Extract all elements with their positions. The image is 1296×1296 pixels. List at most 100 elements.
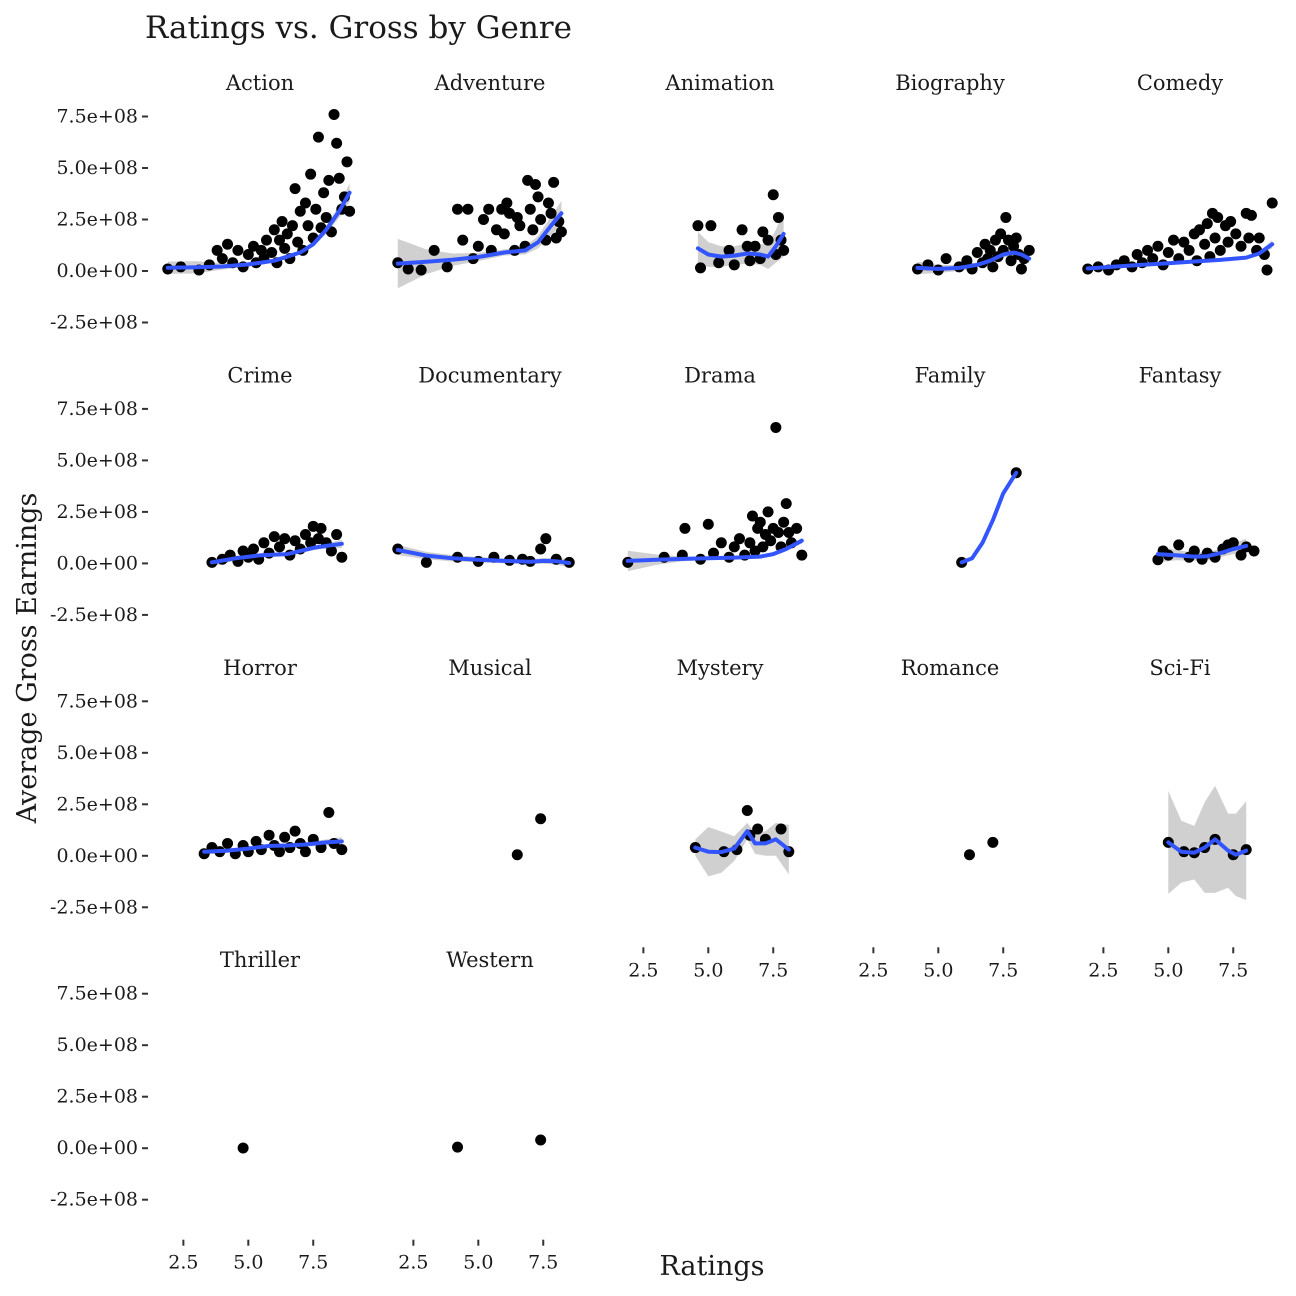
data-point bbox=[1253, 232, 1265, 244]
facet-label: Biography bbox=[895, 71, 1005, 95]
facet-label: Comedy bbox=[1137, 71, 1223, 95]
facet-crime: Crime -2.5e+08 0.0e+00 2.5e+08 5.0e+08 7.5e+0… bbox=[50, 363, 348, 626]
data-point bbox=[765, 535, 777, 547]
data-point bbox=[744, 255, 756, 267]
data-point bbox=[1168, 234, 1180, 246]
smooth-line bbox=[202, 839, 344, 854]
data-point bbox=[1230, 228, 1242, 240]
data-point bbox=[757, 226, 769, 238]
data-point bbox=[222, 837, 234, 849]
data-point bbox=[211, 244, 223, 256]
data-point bbox=[733, 533, 745, 545]
data-point bbox=[1193, 224, 1205, 236]
data-point bbox=[331, 529, 343, 541]
x-tick-label: 5.0 bbox=[923, 959, 953, 981]
data-point bbox=[995, 228, 1007, 240]
y-tick-label: 0.0e+00 bbox=[56, 845, 138, 867]
smooth-line bbox=[165, 190, 352, 270]
facet-label: Horror bbox=[223, 656, 298, 680]
data-point bbox=[791, 522, 803, 534]
facet-label: Sci-Fi bbox=[1149, 656, 1211, 680]
data-point bbox=[222, 238, 234, 250]
y-tick-label: 0.0e+00 bbox=[56, 260, 138, 282]
smooth-line bbox=[959, 470, 1019, 565]
data-point bbox=[279, 242, 291, 254]
data-point bbox=[535, 543, 547, 555]
facet-adventure: Adventure bbox=[392, 71, 567, 289]
data-point bbox=[770, 421, 782, 433]
facet-mystery: Mystery 2.5 5.0 7.5 bbox=[628, 656, 795, 981]
data-point bbox=[263, 829, 275, 841]
data-point bbox=[260, 234, 272, 246]
data-point bbox=[1243, 232, 1255, 244]
data-point bbox=[775, 823, 787, 835]
y-tick-label: 2.5e+08 bbox=[56, 209, 138, 231]
facet-fantasy: Fantasy bbox=[1139, 363, 1260, 566]
data-point bbox=[323, 807, 335, 819]
facet-sci-fi: Sci-Fi 2.5 5.0 7.5 bbox=[1088, 656, 1252, 981]
data-point bbox=[289, 183, 301, 195]
data-point bbox=[302, 220, 314, 232]
data-point bbox=[1152, 240, 1164, 252]
data-point bbox=[772, 527, 784, 538]
data-point bbox=[457, 234, 469, 246]
data-point bbox=[1118, 255, 1130, 267]
data-point bbox=[702, 518, 714, 530]
data-point bbox=[749, 240, 761, 252]
data-point bbox=[529, 178, 541, 190]
data-point bbox=[286, 220, 298, 232]
data-point bbox=[728, 541, 740, 553]
facet-label: Crime bbox=[227, 363, 292, 387]
facet-label: Animation bbox=[664, 71, 774, 95]
data-point bbox=[498, 228, 510, 240]
facet-action: Action -2.5e+08 0.0e+00 2.5e+08 5.0e+08 7.5e+… bbox=[50, 71, 356, 334]
data-point bbox=[713, 257, 725, 269]
facet-label: Western bbox=[446, 948, 534, 972]
data-point bbox=[1225, 216, 1237, 228]
smooth-line bbox=[1085, 242, 1275, 271]
data-point bbox=[1000, 211, 1012, 223]
y-tick-label: 2.5e+08 bbox=[56, 1086, 138, 1108]
data-point bbox=[692, 220, 704, 232]
data-point bbox=[237, 1142, 249, 1154]
data-point bbox=[248, 543, 260, 555]
smooth-line bbox=[209, 541, 344, 565]
data-point bbox=[527, 224, 539, 236]
data-point bbox=[741, 240, 753, 252]
y-tick-label: -2.5e+08 bbox=[50, 1189, 138, 1211]
facet-label: Documentary bbox=[418, 363, 562, 387]
data-point bbox=[441, 261, 453, 273]
data-point bbox=[452, 1141, 464, 1153]
data-point bbox=[744, 537, 756, 549]
data-point bbox=[728, 259, 740, 271]
data-point bbox=[723, 244, 735, 256]
data-point bbox=[299, 846, 311, 858]
smooth-line bbox=[395, 548, 572, 565]
data-point bbox=[772, 211, 784, 223]
data-point bbox=[542, 197, 554, 209]
data-point bbox=[987, 836, 999, 848]
facet-label: Romance bbox=[901, 656, 1000, 680]
facet-label: Adventure bbox=[434, 71, 546, 95]
x-tick-label: 2.5 bbox=[1088, 959, 1118, 981]
data-point bbox=[762, 506, 774, 518]
data-point bbox=[478, 214, 490, 225]
facet-label: Action bbox=[225, 71, 294, 95]
data-point bbox=[344, 205, 356, 217]
data-point bbox=[242, 249, 254, 261]
x-tick-label: 2.5 bbox=[168, 1252, 198, 1274]
data-point bbox=[320, 211, 332, 223]
data-point bbox=[336, 844, 348, 856]
y-tick-label: -2.5e+08 bbox=[50, 312, 138, 334]
data-point bbox=[232, 244, 244, 256]
data-point bbox=[299, 197, 311, 209]
data-point bbox=[1227, 537, 1239, 549]
facet-label: Mystery bbox=[677, 656, 764, 680]
smooth-line bbox=[915, 250, 1032, 271]
data-point bbox=[511, 849, 523, 861]
data-point bbox=[268, 224, 280, 236]
facet-drama: Drama bbox=[622, 363, 808, 572]
facet-documentary: Documentary bbox=[392, 363, 575, 568]
x-tick-label: 7.5 bbox=[528, 1252, 558, 1274]
